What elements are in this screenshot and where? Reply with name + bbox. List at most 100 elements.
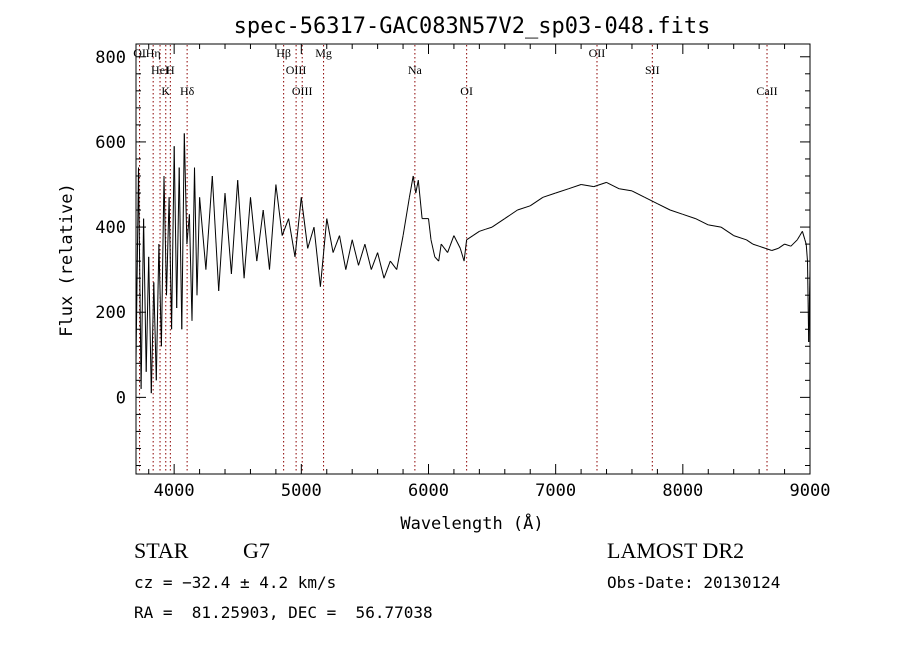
- spectrum-segment: [389, 260, 398, 270]
- spectrum-segment: [581, 184, 594, 188]
- y-tick-label: 400: [95, 218, 126, 238]
- spectrum-segment: [440, 243, 448, 253]
- plot-frame: [135, 43, 811, 475]
- redshift-cz: cz = −32.4 ± 4.2 km/s: [134, 573, 337, 592]
- survey-name: LAMOST DR2: [607, 538, 745, 563]
- spectrum-segment: [256, 209, 264, 262]
- spectrum-segment: [166, 197, 170, 296]
- spectrum-segment: [695, 218, 709, 226]
- spectrum-segment: [790, 239, 798, 247]
- spectrum-segment: [746, 239, 754, 245]
- spectrum-segment: [218, 192, 226, 291]
- y-tick-label: 200: [95, 303, 126, 323]
- spectrum-segment: [163, 175, 167, 296]
- spectrum-segment: [186, 214, 190, 245]
- spectral-line-label: HeI: [151, 63, 169, 77]
- spectrum-segment: [224, 192, 232, 274]
- spectrum-segment: [472, 230, 480, 237]
- spectrum-segment: [408, 175, 414, 198]
- coordinates: RA = 81.25903, DEC = 56.77038: [134, 603, 433, 622]
- x-tick-label: 5000: [281, 481, 322, 501]
- spectrum-segment: [669, 209, 683, 215]
- spectrum-segment: [300, 197, 309, 249]
- spectrum-segment: [682, 213, 696, 220]
- spectrum-segment: [155, 244, 160, 381]
- spectral-line-label: OI: [133, 46, 146, 60]
- spectrum-segment: [517, 205, 531, 211]
- spectrum-segment: [428, 218, 432, 240]
- spectral-line-labels: OI HeI K Hη H Hδ Hβ OIII OIII Mg Na OI OII SII CaII: [133, 46, 777, 98]
- spectral-line-label: Hδ: [180, 84, 195, 98]
- spectrum-segment: [183, 133, 188, 245]
- spectrum-segment: [804, 239, 807, 245]
- spectrum-segment: [771, 247, 779, 251]
- y-axis-label: Flux (relative): [57, 183, 77, 337]
- x-axis-label: Wavelength (Å): [400, 512, 543, 534]
- spectral-line-label: Na: [408, 63, 423, 77]
- y-tick-label: 800: [95, 48, 126, 68]
- observation-date: Obs-Date: 20130124: [607, 573, 781, 592]
- spectrum-segment: [784, 243, 792, 247]
- spectral-line-label: CaII: [756, 84, 777, 98]
- spectrum-segment: [438, 244, 442, 262]
- spectrum-segment: [160, 175, 165, 347]
- spectrum-segment: [345, 239, 353, 270]
- spectrum-segment: [294, 197, 302, 257]
- y-tick-labels: 0 200 400 600 800: [95, 48, 126, 409]
- spectrum-segment: [644, 196, 658, 205]
- spectrum-segment: [796, 235, 801, 241]
- spectral-line-label: OI: [460, 84, 473, 98]
- spectrum-segment: [412, 175, 417, 194]
- spectrum-segment: [434, 256, 440, 262]
- spectrum-segment: [799, 231, 803, 236]
- spectrum-segment: [758, 245, 766, 249]
- spectrum-segment: [288, 218, 296, 257]
- spectrum-segment: [194, 167, 198, 296]
- spectrum-segment: [720, 226, 734, 237]
- spectrum-segment: [402, 197, 410, 236]
- spectrum-segment: [555, 188, 569, 194]
- spectrum-segment: [377, 252, 385, 279]
- spectrum-segment: [479, 228, 486, 232]
- spectrum-segment: [205, 175, 213, 270]
- spectrum-segment: [631, 190, 645, 198]
- x-tick-label: 4000: [154, 481, 195, 501]
- spectrum-segment: [430, 239, 436, 258]
- spectrum-segment: [466, 235, 474, 241]
- spectrum-segment: [262, 209, 270, 270]
- spectrum-segment: [191, 167, 195, 321]
- spectrum-segment: [275, 184, 283, 236]
- spectrum-segment: [178, 167, 183, 330]
- spectrum-segment: [199, 197, 207, 270]
- spectrum-segment: [765, 247, 772, 251]
- spectrum-segment: [176, 167, 180, 309]
- spectrum-segment: [326, 218, 334, 253]
- spectral-line-label: H: [166, 63, 175, 77]
- x-tick-label: 8000: [662, 481, 703, 501]
- x-tick-label: 6000: [408, 481, 449, 501]
- spectrum-segment: [358, 243, 366, 266]
- spectrum-segment: [364, 243, 372, 270]
- spectrum-segment: [459, 248, 465, 262]
- spectrum-segment: [529, 196, 544, 207]
- spectrum-segment: [332, 235, 340, 253]
- spectrum-segment: [171, 146, 175, 330]
- y-tick-label: 600: [95, 133, 126, 153]
- axis-ticks: [136, 44, 811, 474]
- spectral-line-label: Hη: [146, 46, 161, 60]
- spectrum-segment: [777, 243, 785, 249]
- spectrum-segment: [752, 243, 760, 247]
- spectrum-segment: [339, 235, 347, 270]
- spectrum-segment: [140, 218, 145, 389]
- spectral-line-label: OIII: [292, 84, 313, 98]
- spectrum-segment: [211, 175, 220, 291]
- spectrum-segment: [243, 197, 251, 279]
- spectrum-segment: [319, 218, 328, 287]
- spectrum-segment: [281, 218, 290, 236]
- spectrum-segment: [805, 244, 808, 262]
- spectral-line-label: Hβ: [276, 46, 291, 60]
- spectrum-segment: [568, 184, 582, 190]
- spectrum-segment: [801, 231, 806, 240]
- spectrum-segment: [504, 209, 518, 220]
